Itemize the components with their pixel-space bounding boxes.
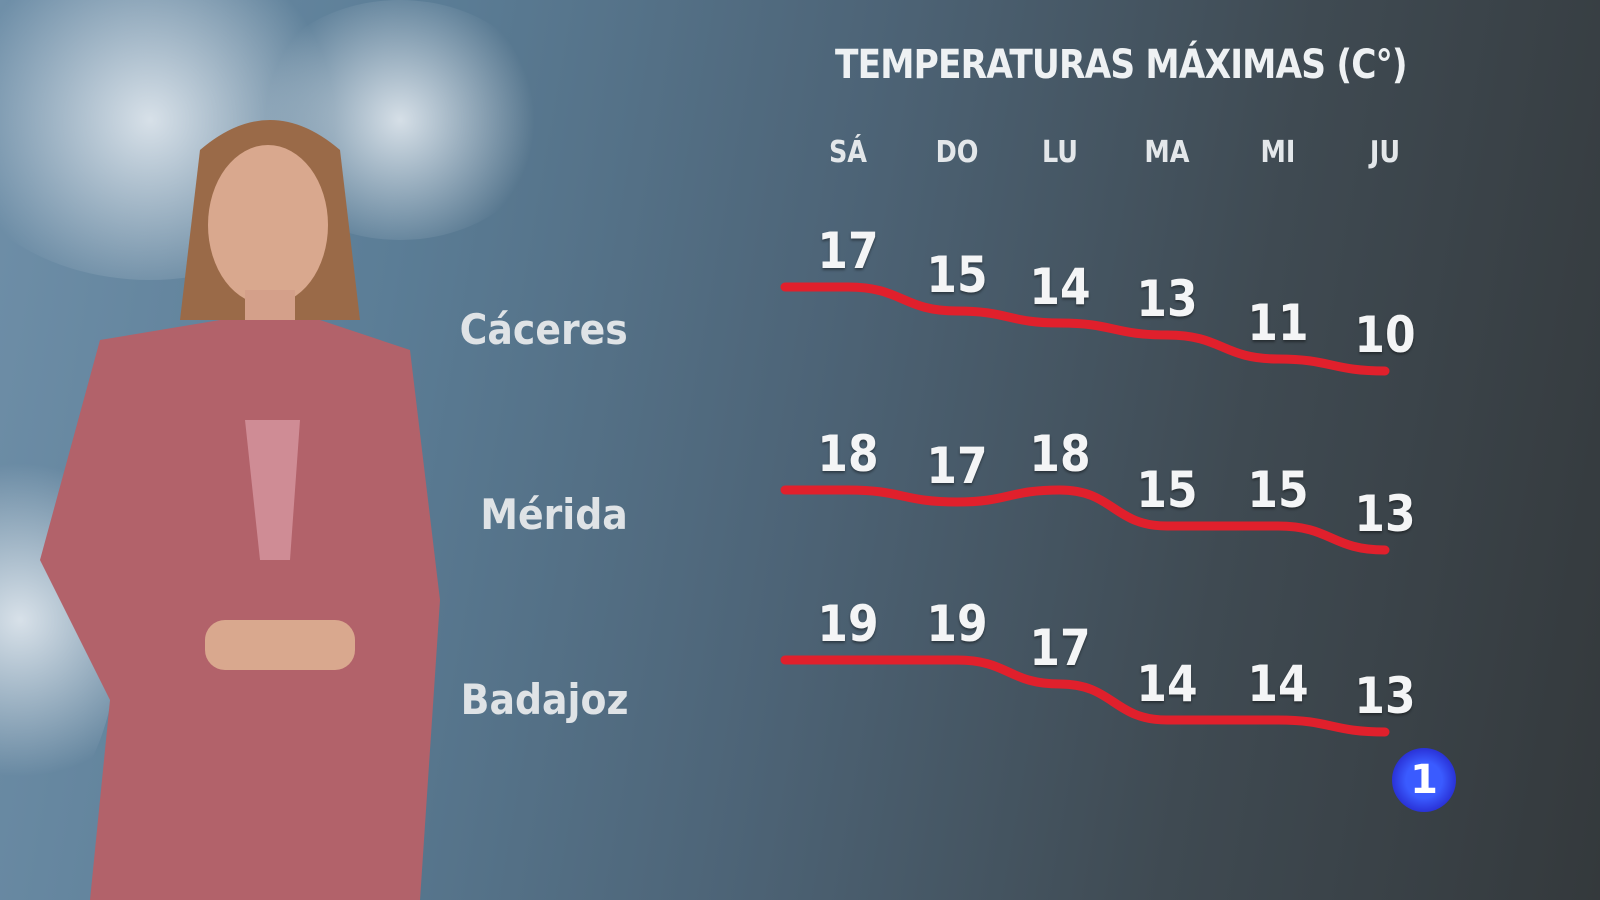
day-label: LU (1041, 135, 1079, 170)
presenter (40, 120, 440, 900)
temp-value: 10 (1354, 306, 1416, 364)
temp-value: 15 (1247, 461, 1309, 519)
temp-value: 13 (1354, 667, 1416, 725)
temp-value: 17 (926, 437, 988, 495)
city-label: Mérida (480, 490, 628, 539)
day-label: MA (1144, 135, 1190, 170)
temp-value: 17 (817, 222, 879, 280)
day-label: SÁ (828, 135, 868, 170)
temp-value: 15 (1136, 461, 1198, 519)
series-line (780, 485, 1390, 555)
day-label: JU (1369, 135, 1401, 170)
series-line (780, 655, 1390, 737)
temp-value: 11 (1247, 294, 1309, 352)
series-line (780, 282, 1390, 376)
temp-value: 18 (817, 425, 879, 483)
city-label: Badajoz (460, 675, 628, 724)
chart-title: TEMPERATURAS MÁXIMAS (C°) (835, 42, 1408, 88)
day-label: MI (1260, 135, 1296, 170)
temp-value: 17 (1029, 619, 1091, 677)
temp-value: 14 (1136, 655, 1198, 713)
temp-value: 13 (1136, 270, 1198, 328)
day-label: DO (935, 135, 979, 170)
temp-value: 19 (926, 595, 988, 653)
channel-logo: 1 (1392, 748, 1456, 812)
temp-value: 19 (817, 595, 879, 653)
temp-value: 13 (1354, 485, 1416, 543)
temp-value: 18 (1029, 425, 1091, 483)
temp-value: 15 (926, 246, 988, 304)
city-label: Cáceres (459, 305, 628, 354)
temp-value: 14 (1247, 655, 1309, 713)
temp-value: 14 (1029, 258, 1091, 316)
